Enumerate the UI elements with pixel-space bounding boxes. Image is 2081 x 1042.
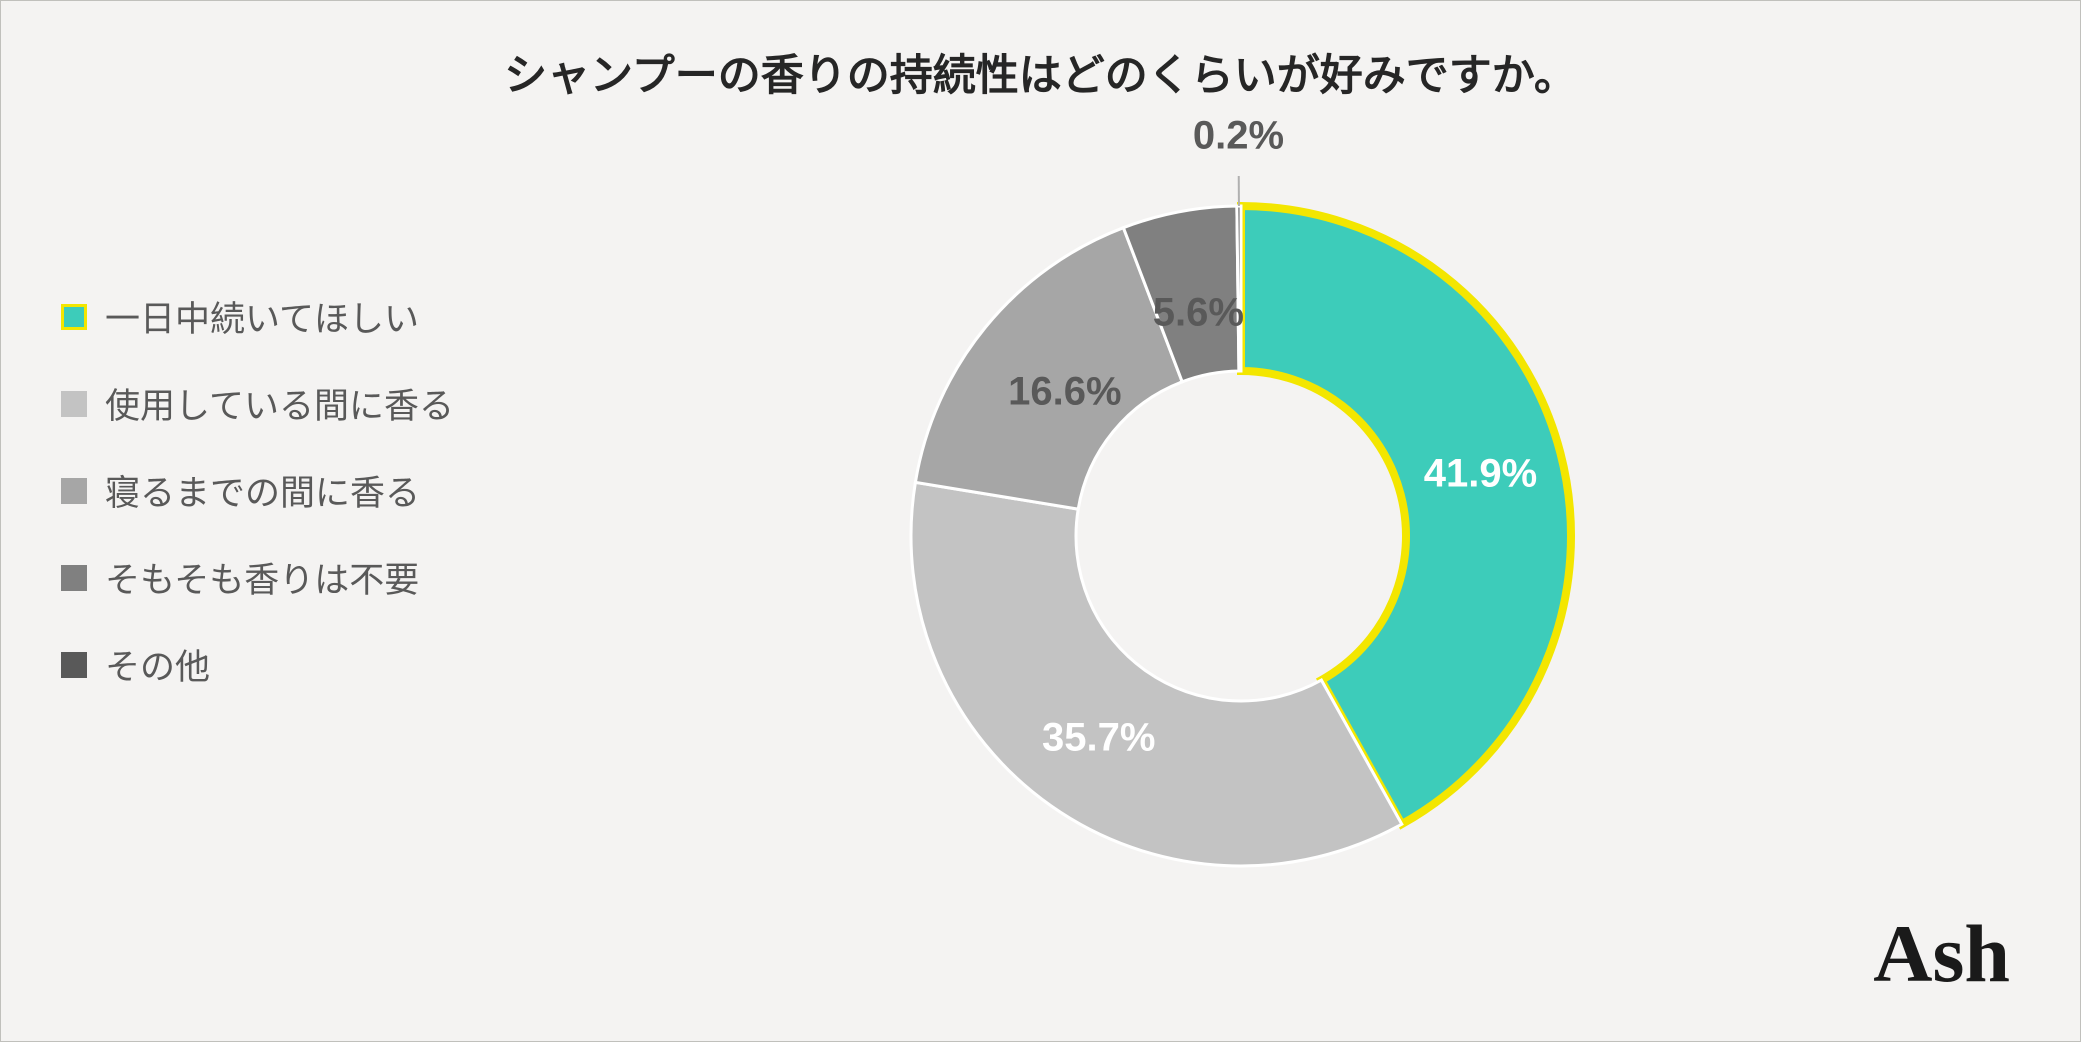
data-label: 41.9% [1424, 451, 1537, 496]
legend-label: そもそも香りは不要 [105, 552, 419, 603]
chart-container: シャンプーの香りの持続性はどのくらいが好みですか。 一日中続いてほしい使用してい… [0, 0, 2081, 1042]
legend-label: 寝るまでの間に香る [105, 465, 420, 516]
legend-item: 使用している間に香る [61, 378, 454, 429]
legend-item: そもそも香りは不要 [61, 552, 454, 603]
chart-title: シャンプーの香りの持続性はどのくらいが好みですか。 [61, 41, 2020, 103]
donut-slice [1237, 206, 1241, 371]
legend-label: 使用している間に香る [105, 378, 454, 429]
legend-swatch [61, 565, 87, 591]
legend-item: 一日中続いてほしい [61, 291, 454, 342]
legend-label: 一日中続いてほしい [105, 291, 419, 342]
legend-swatch [61, 304, 87, 330]
legend-swatch [61, 652, 87, 678]
data-label: 35.7% [1042, 716, 1155, 761]
data-label: 5.6% [1153, 290, 1244, 335]
legend-item: その他 [61, 639, 454, 690]
legend-label: その他 [105, 639, 210, 690]
brand-logo: Ash [1873, 907, 2010, 1001]
legend-item: 寝るまでの間に香る [61, 465, 454, 516]
data-label: 0.2% [1193, 114, 1284, 159]
donut-wrap: 41.9%35.7%16.6%5.6%0.2% [881, 176, 1601, 896]
legend-swatch [61, 478, 87, 504]
donut-svg [881, 176, 1601, 896]
legend: 一日中続いてほしい使用している間に香る寝るまでの間に香るそもそも香りは不要その他 [61, 291, 454, 726]
legend-swatch [61, 391, 87, 417]
data-label: 16.6% [1008, 370, 1121, 415]
